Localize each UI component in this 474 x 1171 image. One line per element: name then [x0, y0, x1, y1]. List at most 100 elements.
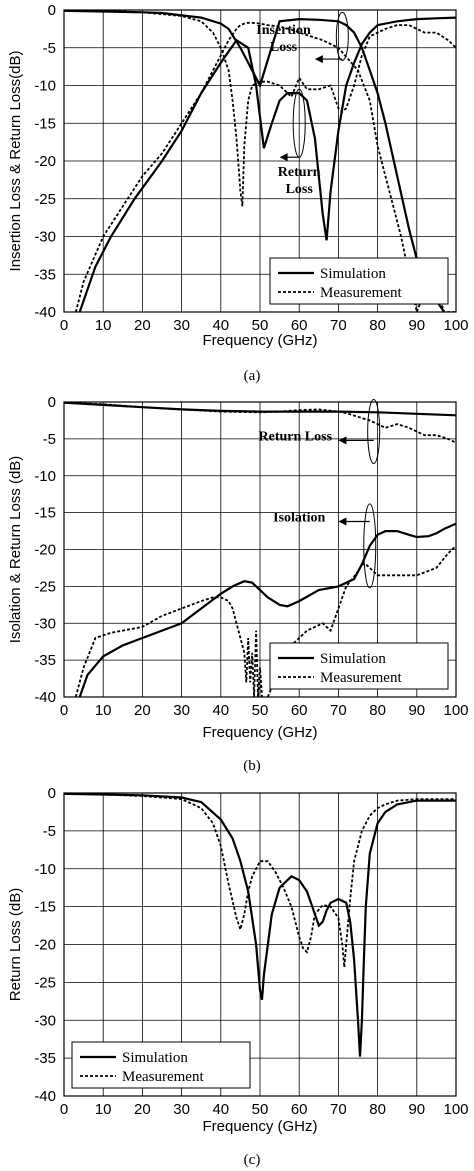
x-tick-label: 40	[212, 317, 229, 334]
legend-box	[269, 257, 449, 305]
legend: Simulation Measurement	[269, 642, 449, 690]
annotation-text: Loss	[286, 182, 314, 197]
series-measurement	[74, 10, 456, 312]
x-tick-label: 40	[212, 702, 229, 719]
legend-label: Measurement	[320, 285, 402, 301]
x-tick-label: 50	[252, 702, 269, 719]
x-tick-label: 30	[173, 702, 190, 719]
y-tick-label: 0	[48, 394, 56, 411]
y-tick-label: -40	[34, 304, 56, 321]
y-tick-label: -15	[34, 505, 56, 522]
y-tick-label: -20	[34, 937, 56, 954]
y-tick-label: -30	[34, 615, 56, 632]
y-tick-label: 0	[48, 785, 56, 802]
x-tick-label: 20	[134, 702, 151, 719]
y-tick-label: -35	[34, 266, 56, 283]
x-tick-label: 60	[291, 702, 308, 719]
x-axis-label: Frequency (GHz)	[202, 1118, 317, 1135]
x-tick-label: 60	[291, 1101, 308, 1118]
measurement-curve	[266, 545, 456, 697]
x-tick-label: 30	[173, 317, 190, 334]
measurement-curve	[103, 10, 456, 207]
y-tick-label: -35	[34, 652, 56, 669]
annotation-arrow-head	[338, 436, 347, 445]
annotation: Return Loss	[259, 399, 381, 464]
x-tick-label: 80	[369, 317, 386, 334]
x-tick-label: 60	[291, 317, 308, 334]
annotation-text: Return Loss	[259, 429, 333, 444]
series-simulation	[64, 793, 456, 1057]
annotation-text: Return	[278, 165, 321, 180]
y-tick-label: -25	[34, 578, 56, 595]
x-axis-label: Frequency (GHz)	[202, 724, 317, 741]
x-axis-label: Frequency (GHz)	[202, 332, 317, 349]
simulation-curve	[64, 793, 456, 1057]
annotation-ellipse	[367, 399, 381, 464]
x-tick-label: 70	[330, 317, 347, 334]
x-tick-label: 100	[443, 702, 468, 719]
y-tick-label: 0	[48, 2, 56, 19]
legend-label: Measurement	[320, 670, 402, 686]
chart-1: 0 10 20 30 40 50 60 70 80 90 100 0 -5 -10 -15 -20 -25 -30…	[7, 2, 469, 384]
legend-label: Simulation	[320, 651, 386, 667]
figure-caption: (a)	[244, 368, 261, 384]
y-tick-label: -25	[34, 974, 56, 991]
chart-3: 0 10 20 30 40 50 60 70 80 90 100 0 -5 -10 -15 -20 -25 -30…	[7, 785, 469, 1168]
y-tick-label: -5	[43, 823, 56, 840]
x-tick-label: 50	[252, 1101, 269, 1118]
legend-label: Measurement	[122, 1069, 204, 1085]
measurement-curve	[64, 402, 456, 444]
measurement-curve	[74, 21, 456, 312]
annotation-ellipse	[335, 11, 349, 61]
y-tick-label: -10	[34, 861, 56, 878]
x-tick-label: 80	[369, 702, 386, 719]
legend-box	[71, 1041, 251, 1089]
plot-frame	[63, 401, 457, 698]
measurement-curve	[74, 596, 264, 697]
legend-box	[269, 642, 449, 690]
y-axis-label: Return Loss (dB)	[7, 888, 24, 1001]
y-tick-label: -10	[34, 78, 56, 95]
x-tick-label: 50	[252, 317, 269, 334]
x-tick-label: 70	[330, 702, 347, 719]
annotation: Return Loss	[278, 88, 321, 197]
y-tick-label: -30	[34, 1012, 56, 1029]
x-tick-label: 10	[95, 702, 112, 719]
x-tick-label: 20	[134, 1101, 151, 1118]
x-tick-label: 100	[443, 317, 468, 334]
x-tick-label: 40	[212, 1101, 229, 1118]
series-measurement	[64, 402, 456, 697]
x-tick-label: 80	[369, 1101, 386, 1118]
chart-2: 0 10 20 30 40 50 60 70 80 90 100 0 -5 -10 -15 -20 -25 -30…	[7, 394, 469, 774]
annotation: Insertion Loss	[256, 11, 349, 64]
annotation-text: Loss	[270, 40, 298, 55]
x-tick-label: 0	[60, 702, 68, 719]
measurement-curve	[64, 793, 456, 968]
x-tick-label: 20	[134, 317, 151, 334]
y-axis-label: Insertion Loss & Return Loss(dB)	[7, 51, 24, 272]
x-tick-label: 90	[408, 702, 425, 719]
x-tick-label: 0	[60, 317, 68, 334]
simulation-curve	[64, 10, 446, 312]
x-tick-label: 70	[330, 1101, 347, 1118]
y-tick-label: -15	[34, 115, 56, 132]
annotation-text: Insertion	[256, 23, 311, 38]
x-tick-label: 10	[95, 1101, 112, 1118]
legend-label: Simulation	[122, 1050, 188, 1066]
y-tick-label: -40	[34, 689, 56, 706]
figure-caption: (b)	[243, 758, 261, 774]
annotation-arrow-head	[338, 517, 347, 526]
x-tick-label: 0	[60, 1101, 68, 1118]
x-tick-label: 10	[95, 317, 112, 334]
y-tick-label: -35	[34, 1050, 56, 1067]
series-measurement	[64, 793, 456, 968]
legend: Simulation Measurement	[269, 257, 449, 305]
y-tick-label: -25	[34, 191, 56, 208]
legend-label: Simulation	[320, 266, 386, 282]
x-tick-label: 90	[408, 317, 425, 334]
plot-frame	[63, 792, 457, 1097]
y-tick-label: -15	[34, 899, 56, 916]
x-tick-label: 30	[173, 1101, 190, 1118]
x-tick-label: 100	[443, 1101, 468, 1118]
